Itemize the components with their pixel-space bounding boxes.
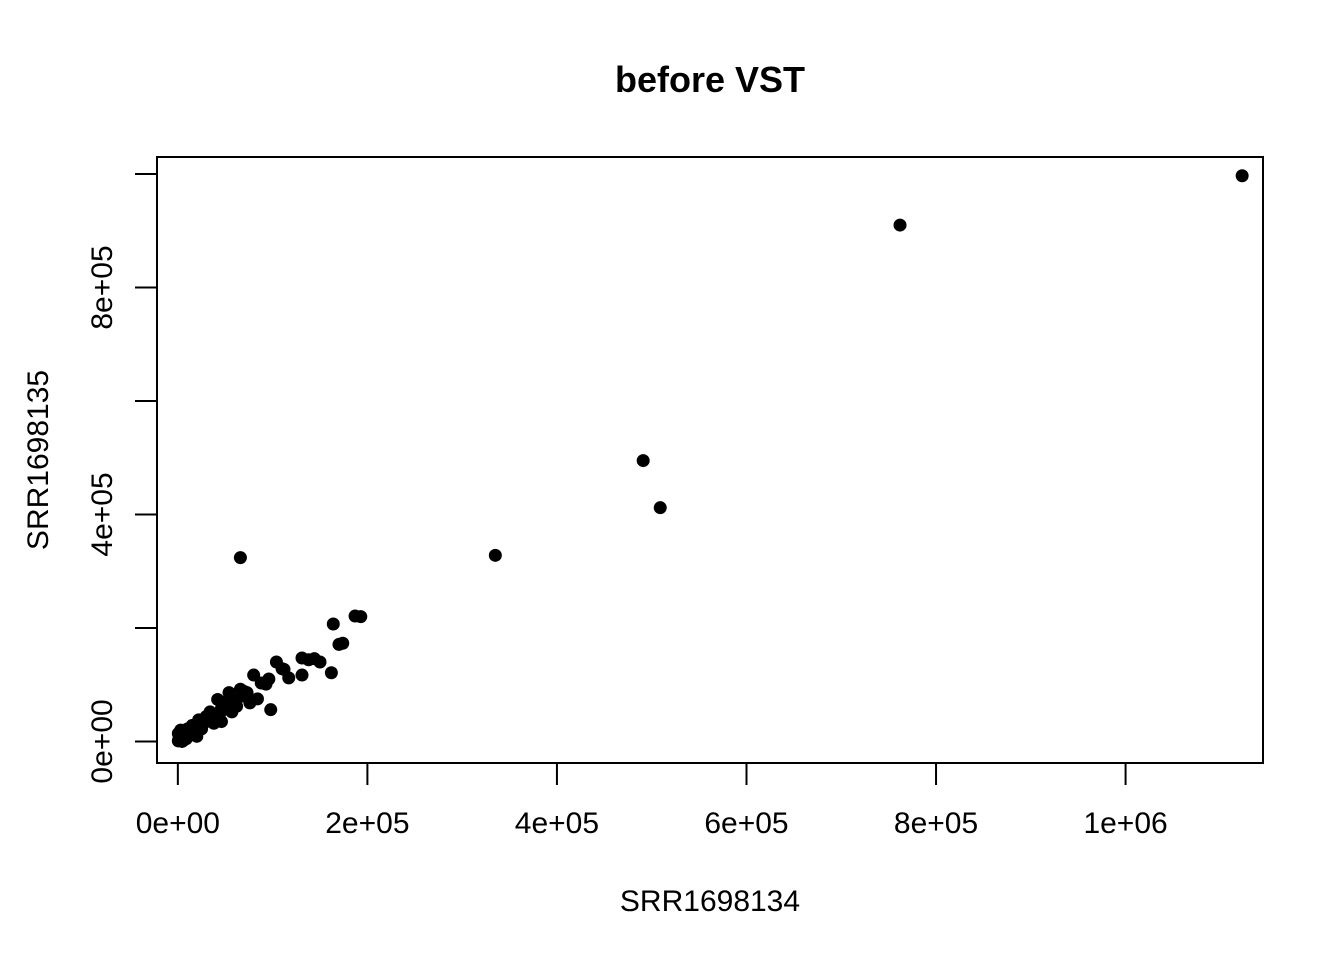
x-tick-label: 2e+05 (325, 807, 409, 840)
data-point (204, 713, 218, 727)
data-point (653, 501, 667, 515)
data-point (233, 551, 247, 565)
data-point (295, 668, 309, 682)
data-point (195, 722, 209, 736)
y-tick-label: 0e+00 (86, 699, 119, 783)
data-point (264, 703, 278, 717)
data-point (228, 698, 242, 712)
data-points (171, 169, 1249, 748)
data-point (177, 728, 191, 742)
data-point (636, 454, 650, 468)
x-tick-label: 8e+05 (894, 807, 978, 840)
data-point (893, 218, 907, 232)
data-point (307, 652, 321, 666)
data-point (348, 609, 362, 623)
data-point (282, 671, 296, 685)
data-point (275, 662, 289, 676)
data-point (211, 692, 225, 706)
data-point (247, 668, 261, 682)
data-point (259, 677, 273, 691)
y-tick-label: 8e+05 (86, 245, 119, 329)
y-axis: 0e+00 4e+05 8e+05 (86, 173, 158, 784)
data-point (326, 617, 340, 631)
x-tick-label: 4e+05 (515, 807, 599, 840)
data-point (488, 548, 502, 562)
x-tick-label: 1e+06 (1083, 807, 1167, 840)
data-point (295, 651, 309, 665)
x-tick-label: 6e+05 (704, 807, 788, 840)
x-tick-label: 0e+00 (136, 807, 220, 840)
chart-title: before VST (615, 59, 805, 100)
data-point (1235, 169, 1249, 183)
data-point (235, 689, 249, 703)
y-axis-label: SRR1698135 (22, 370, 55, 550)
data-point (332, 637, 346, 651)
x-axis: 0e+00 2e+05 4e+05 6e+05 8e+05 1e+06 (136, 762, 1168, 840)
plot-frame (156, 156, 1264, 764)
data-point (324, 666, 338, 680)
x-axis-label: SRR1698134 (620, 885, 800, 918)
y-tick-label: 4e+05 (86, 472, 119, 556)
